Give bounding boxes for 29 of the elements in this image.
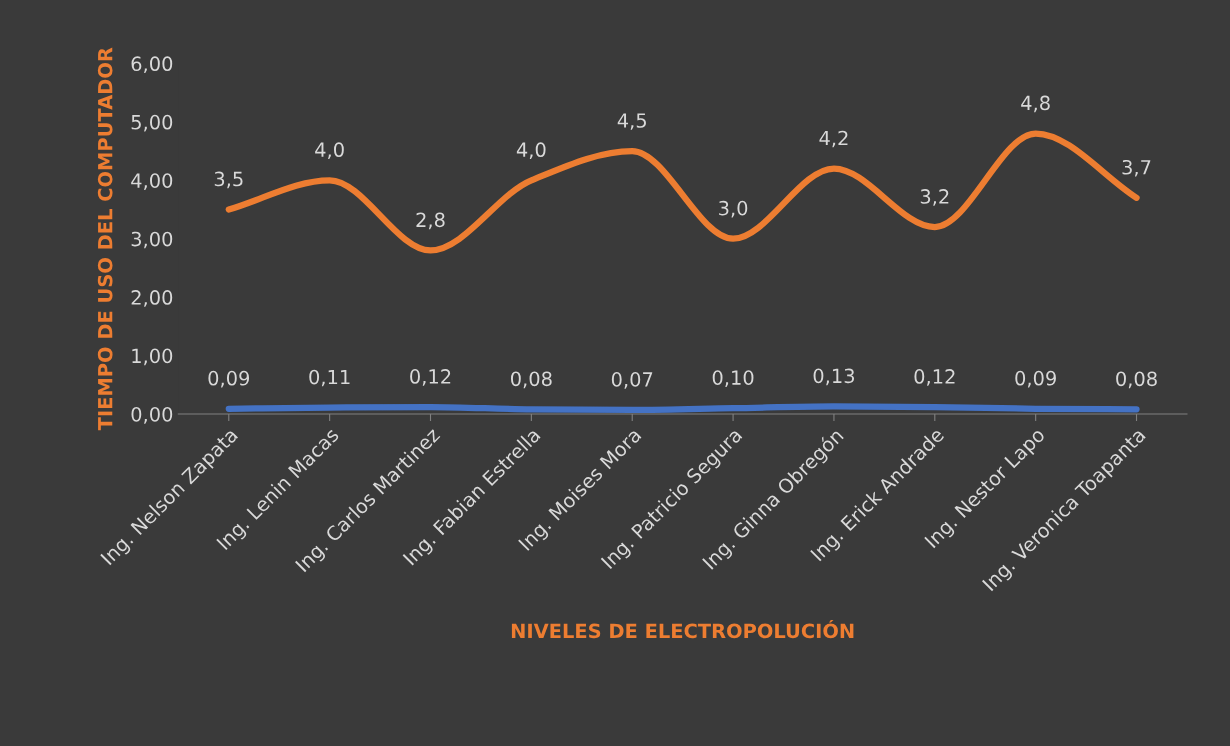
data-label: 0,08: [1116, 371, 1157, 389]
data-label: 3,2: [920, 189, 949, 206]
data-label: 3,7: [1122, 159, 1151, 177]
y-axis-title: TIEMPO DE USO DEL COMPUTADOR: [97, 47, 113, 431]
data-label: 4,0: [315, 142, 344, 160]
data-label: 3,0: [719, 200, 748, 218]
data-label: 0,10: [712, 370, 754, 387]
data-label: 0,09: [208, 370, 250, 388]
y-tick-label: 5,00: [131, 114, 173, 132]
y-tick-label: 3,00: [131, 231, 173, 249]
data-label: 4,0: [516, 142, 546, 160]
data-label: 4,2: [819, 130, 848, 148]
y-tick-label: 1,00: [132, 348, 173, 366]
data-label: 0,12: [410, 369, 451, 386]
data-label: 0,07: [611, 372, 653, 389]
data-label: 4,8: [1021, 95, 1050, 113]
y-tick-label: 4,00: [131, 173, 173, 190]
data-label: 4,5: [617, 113, 646, 130]
data-label: 0,08: [510, 371, 552, 389]
data-label: 0,13: [813, 368, 855, 386]
data-label: 3,5: [214, 171, 243, 189]
y-tick-label: 6,00: [131, 56, 173, 74]
y-tick-label: 2,00: [131, 290, 173, 307]
data-label: 0,11: [309, 369, 350, 387]
data-label: 0,09: [1015, 370, 1056, 388]
data-label: 2,8: [416, 212, 445, 230]
y-tick-label: 0,00: [131, 406, 173, 424]
x-axis-title: NIVELES DE ELECTROPOLUCIÓN: [511, 619, 854, 639]
data-label: 0,12: [914, 369, 955, 386]
